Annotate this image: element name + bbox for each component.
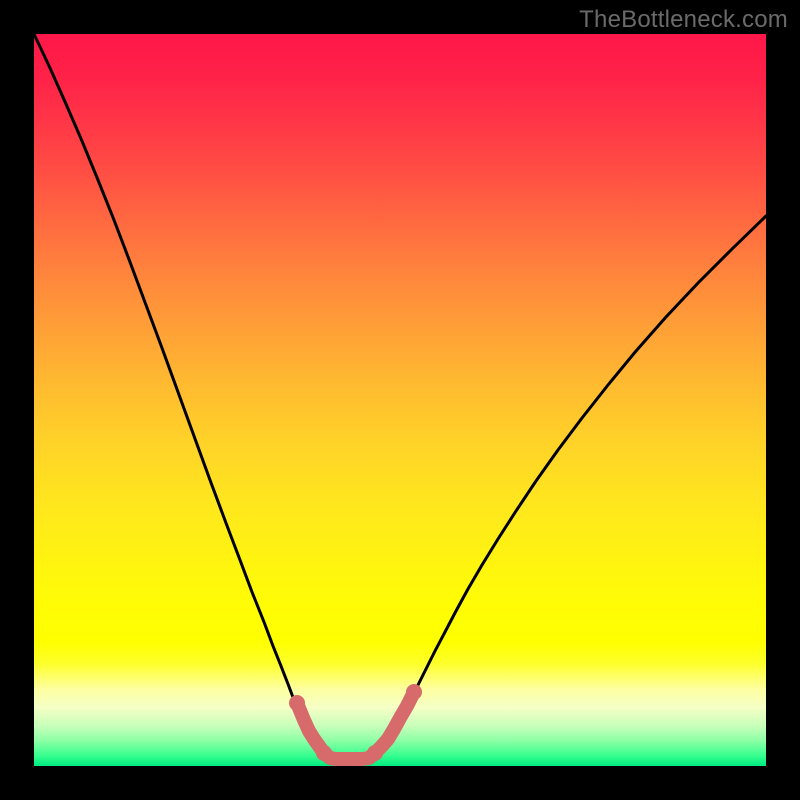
optimal-range-dot-0 — [289, 695, 305, 711]
bottleneck-chart — [0, 0, 800, 800]
plot-background — [34, 34, 766, 766]
optimal-range-dot-2 — [367, 745, 383, 761]
chart-svg — [0, 0, 800, 800]
optimal-range-dot-1 — [316, 745, 332, 761]
optimal-range-dot-3 — [406, 684, 422, 700]
watermark-label: TheBottleneck.com — [579, 6, 788, 34]
